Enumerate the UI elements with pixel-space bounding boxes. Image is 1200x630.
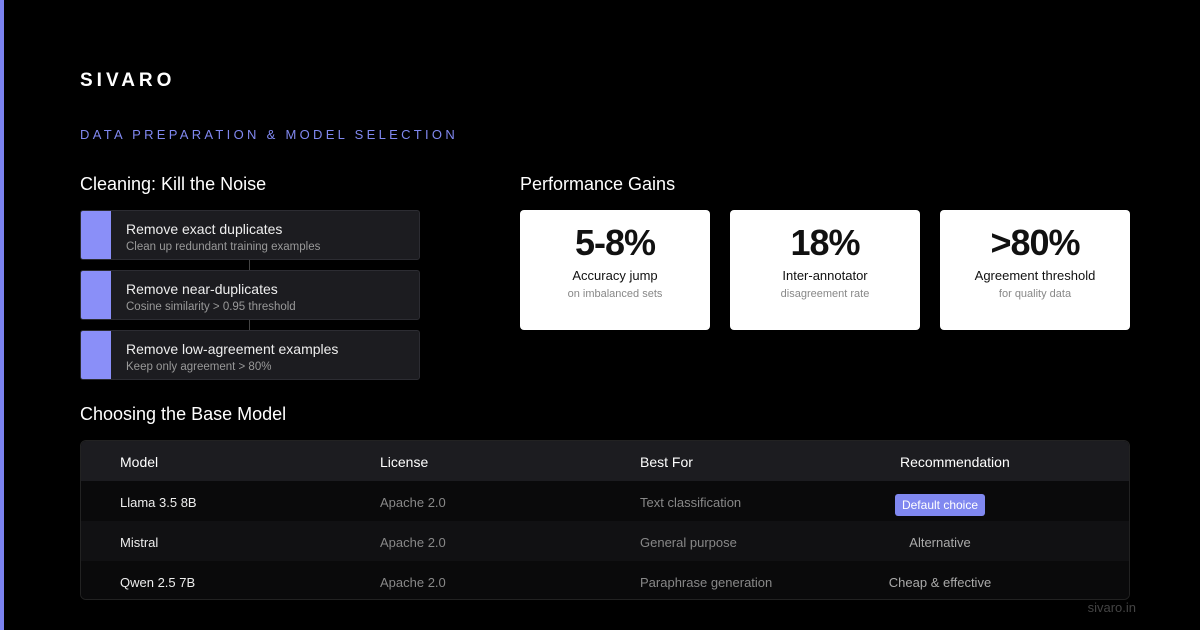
- footer: sivaro.in: [1087, 600, 1136, 615]
- table: Model License Best For Recommendation Llama …: [80, 440, 1130, 600]
- stat-card: 5-8% Accuracy jump on imbalanced sets: [520, 210, 710, 330]
- step-card: Remove low-agreement examples Keep only a…: [80, 330, 420, 380]
- section-title: Cleaning: Kill the Noise: [80, 174, 267, 194]
- table-cell: Qwen 2.5 7B: [120, 575, 196, 590]
- stat-card: >80% Agreement threshold for quality data: [940, 210, 1130, 330]
- table-row: [81, 521, 1129, 561]
- accent-bar: [0, 0, 4, 630]
- step-marker: [81, 331, 111, 379]
- section-title: Performance Gains: [520, 174, 676, 194]
- step-marker: [81, 271, 111, 319]
- step-description: Cosine similarity > 0.95 threshold: [126, 301, 296, 313]
- stat-label: Accuracy jump: [572, 268, 658, 283]
- stat-label: Agreement threshold: [974, 268, 1096, 283]
- column-header: Model: [120, 454, 159, 470]
- table-cell: Apache 2.0: [380, 535, 446, 550]
- stat-value: 18%: [790, 222, 860, 263]
- table-row: [81, 561, 1129, 599]
- stat-value: 5-8%: [574, 222, 656, 263]
- brand: SIVARO: [80, 70, 176, 91]
- stat-card: 18% Inter-annotator disagreement rate: [730, 210, 920, 330]
- stat-note: for quality data: [998, 288, 1072, 300]
- stat-label: Inter-annotator: [782, 268, 868, 283]
- step-title: Remove exact duplicates: [126, 221, 283, 237]
- table-cell: Llama 3.5 8B: [120, 495, 197, 510]
- table-cell: General purpose: [640, 535, 737, 550]
- table-cell: Apache 2.0: [380, 495, 446, 510]
- connector: [249, 320, 250, 330]
- step-card: Remove near-duplicates Cosine similarity …: [80, 270, 420, 320]
- column-header: License: [380, 454, 429, 470]
- table-cell: Apache 2.0: [380, 575, 446, 590]
- stat-note: on imbalanced sets: [567, 288, 663, 300]
- table-cell: Paraphrase generation: [640, 575, 773, 590]
- table-cell: Mistral: [120, 535, 159, 550]
- column-header: Recommendation: [900, 454, 1010, 470]
- recommendation: Cheap & effective: [888, 575, 992, 590]
- step-title: Remove near-duplicates: [126, 281, 278, 297]
- step-description: Keep only agreement > 80%: [126, 361, 272, 373]
- step-card: Remove exact duplicates Clean up redundan…: [80, 210, 420, 260]
- stat-value: >80%: [990, 222, 1080, 263]
- badge: Default choice: [895, 494, 985, 516]
- step-title: Remove low-agreement examples: [126, 341, 339, 357]
- stat-note: disagreement rate: [780, 288, 870, 300]
- column-header: Best For: [640, 454, 693, 470]
- recommendation: Alternative: [909, 535, 971, 550]
- table-cell: Text classification: [640, 495, 742, 510]
- table-header: [81, 441, 1129, 481]
- step-description: Clean up redundant training examples: [126, 241, 321, 253]
- step-marker: [81, 211, 111, 259]
- section-title: Choosing the Base Model: [80, 404, 287, 424]
- subtitle: DATA PREPARATION & MODEL SELECTION: [80, 127, 459, 142]
- connector: [249, 260, 250, 270]
